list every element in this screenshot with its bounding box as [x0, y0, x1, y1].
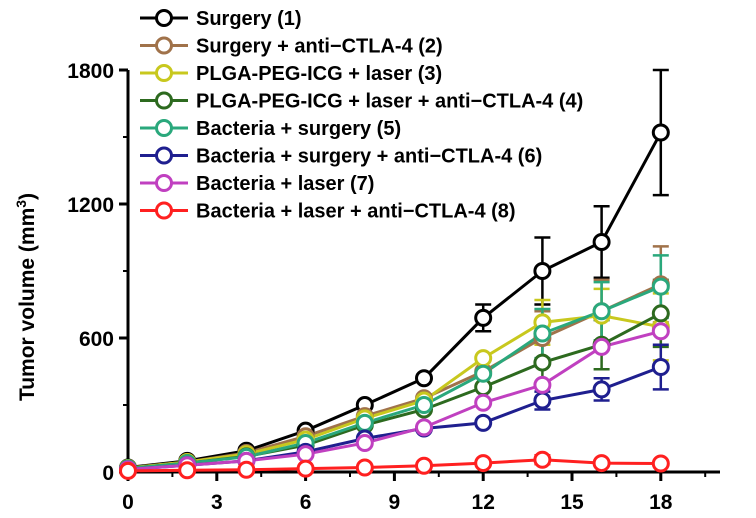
data-point: [474, 308, 493, 327]
legend-label: Surgery + anti−CTLA-4 (2): [196, 36, 443, 58]
legend: Surgery (1) Surgery + anti−CTLA-4 (2) PLGA…: [140, 8, 583, 223]
y-tick-label: 600: [79, 328, 114, 351]
data-point: [533, 353, 552, 372]
data-point: [533, 262, 552, 280]
legend-swatch-marker: [155, 91, 173, 110]
data-point: [592, 232, 611, 251]
legend-label: PLGA-PEG-ICG + laser (3): [196, 63, 442, 85]
data-point: [415, 369, 433, 388]
series-line-5: [127, 285, 662, 470]
data-point: [178, 461, 197, 480]
data-point: [355, 458, 374, 477]
x-tick-label: 9: [389, 491, 401, 514]
legend-label: Bacteria + surgery + anti−CTLA-4 (6): [196, 146, 542, 168]
data-point: [296, 445, 315, 464]
legend-label: Bacteria + laser + anti−CTLA-4 (8): [196, 201, 516, 223]
legend-label: Surgery (1): [196, 8, 302, 30]
legend-label: PLGA-PEG-ICG + laser + anti−CTLA-4 (4): [196, 91, 583, 113]
legend-label: Bacteria + surgery (5): [196, 118, 401, 140]
y-tick-label: 1800: [67, 60, 114, 83]
series-markers: [119, 123, 670, 480]
series-line-1: [127, 131, 663, 470]
x-tick-label: 18: [649, 491, 673, 514]
x-tick-label: 6: [300, 491, 312, 514]
legend-swatch-marker: [155, 201, 173, 220]
data-point: [474, 349, 493, 368]
series-line-8: [127, 458, 661, 473]
data-point: [415, 396, 433, 414]
data-point: [474, 364, 493, 383]
legend-swatch-marker: [155, 36, 173, 55]
data-point: [296, 459, 315, 478]
data-point: [119, 461, 137, 480]
data-point: [651, 123, 670, 142]
legend-swatch-marker: [155, 64, 173, 82]
data-point: [651, 322, 670, 341]
legend-swatch-marker: [155, 9, 173, 27]
data-point: [474, 454, 493, 473]
data-point: [355, 433, 374, 452]
series-line-3: [127, 314, 662, 470]
data-point: [651, 454, 670, 473]
legend-swatch-marker: [155, 119, 173, 137]
legend-label: Bacteria + laser (7): [196, 173, 374, 195]
y-tick-label: 1200: [67, 194, 114, 217]
legend-swatch-marker: [155, 174, 173, 192]
data-point: [651, 304, 670, 323]
data-point: [651, 277, 670, 296]
data-point: [415, 456, 433, 475]
y-tick-label: 0: [102, 462, 114, 485]
y-axis-title: Tumor volume (mm3): [13, 193, 39, 401]
data-point: [592, 337, 611, 356]
data-point: [533, 391, 552, 410]
data-point: [237, 460, 256, 479]
data-point: [533, 324, 552, 343]
data-point: [533, 450, 552, 469]
data-point: [592, 302, 611, 321]
data-point: [474, 393, 493, 412]
data-point: [415, 418, 433, 437]
x-tick-label: 15: [560, 491, 584, 514]
x-tick-label: 0: [122, 491, 134, 514]
series-lines: [127, 131, 663, 473]
data-point: [474, 413, 493, 432]
x-tick-label: 3: [211, 491, 223, 514]
data-point: [533, 375, 552, 394]
series-line-7: [127, 329, 662, 471]
error-bars: [475, 68, 669, 466]
legend-swatch-marker: [155, 146, 173, 165]
data-point: [592, 380, 611, 399]
data-point: [355, 413, 374, 432]
x-tick-label: 12: [472, 491, 495, 514]
data-point: [592, 454, 611, 473]
data-point: [651, 358, 670, 377]
series-line-2: [127, 283, 662, 470]
